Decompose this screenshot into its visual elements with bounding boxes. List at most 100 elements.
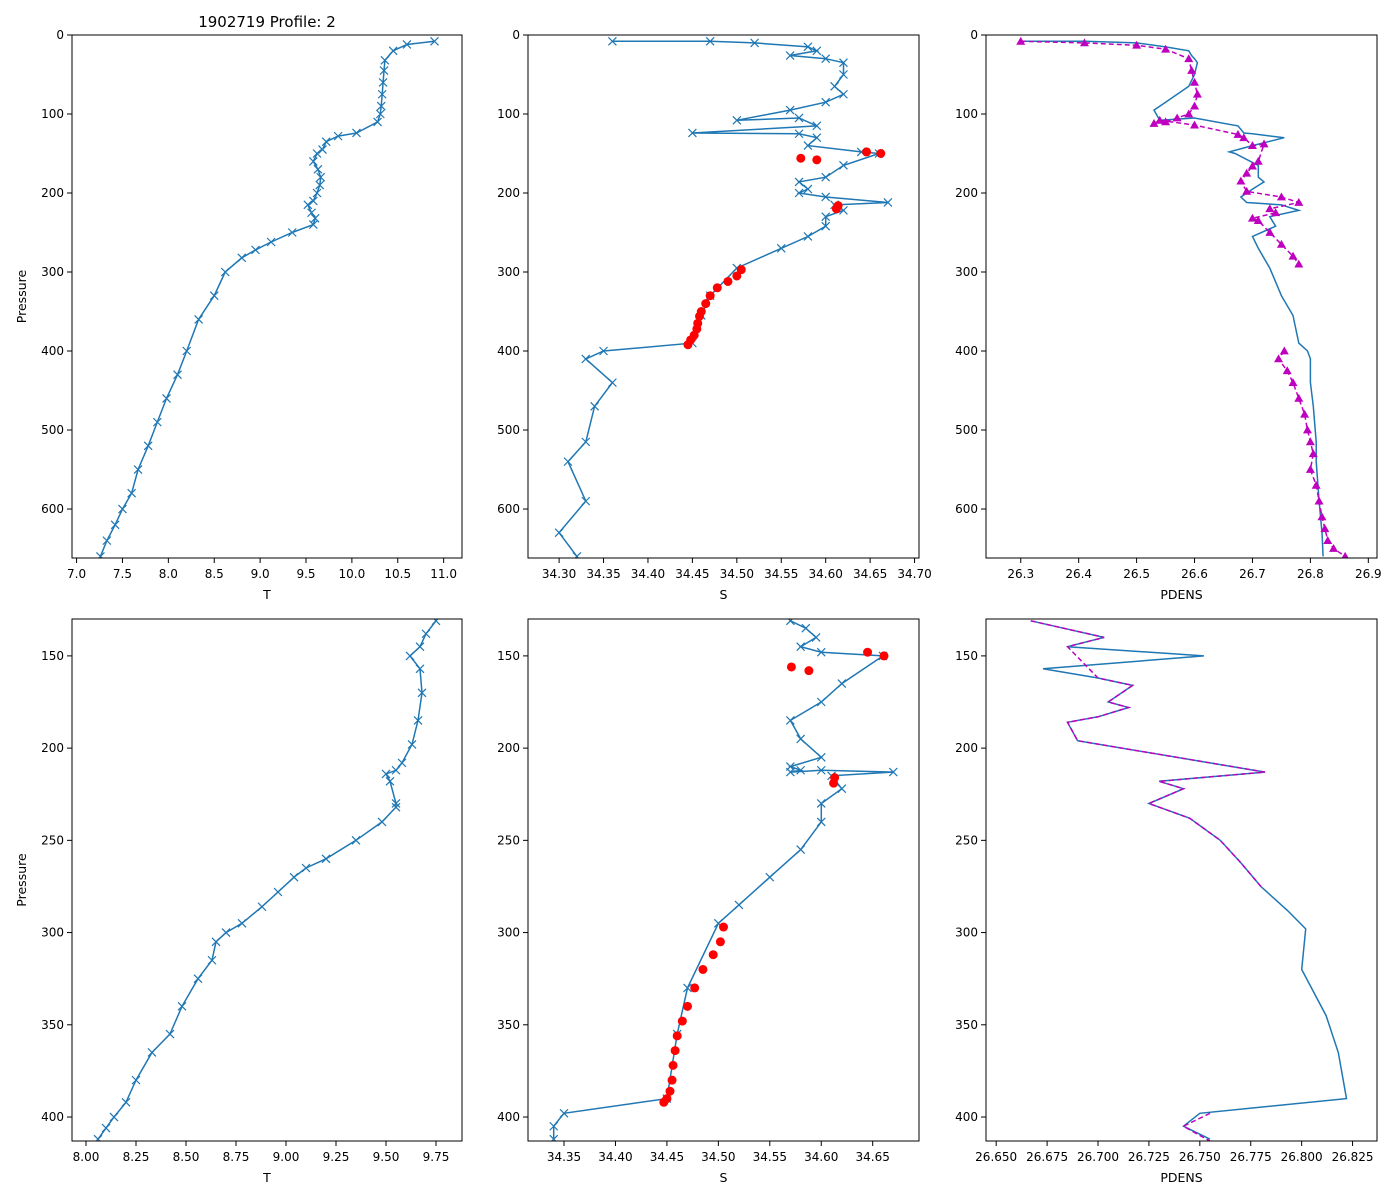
x-tick-label: 26.7 <box>1239 567 1266 581</box>
x-marker <box>143 441 153 451</box>
x-marker <box>133 465 143 474</box>
x-marker <box>289 872 299 882</box>
chart-title: 1902719 Profile: 2 <box>198 13 336 31</box>
flagged-point <box>659 1097 669 1107</box>
x-marker <box>266 237 276 247</box>
x-tick-label: 26.9 <box>1355 567 1382 581</box>
y-tick-label: 350 <box>41 1018 64 1032</box>
triangle-marker <box>1172 113 1182 122</box>
x-marker <box>563 457 573 467</box>
triangle-marker <box>1288 251 1298 260</box>
x-tick-label: 8.5 <box>205 567 224 581</box>
flagged-point <box>698 964 708 974</box>
x-marker <box>310 213 320 223</box>
triangle-marker <box>1190 101 1200 110</box>
x-marker <box>182 346 192 356</box>
x-marker <box>375 109 385 119</box>
x-marker <box>307 208 316 218</box>
flagged-point <box>723 276 733 286</box>
y-tick-label: 350 <box>955 1018 978 1032</box>
x-marker <box>287 228 297 237</box>
x-marker <box>839 160 848 170</box>
x-marker <box>794 129 804 139</box>
y-tick-label: 200 <box>497 741 520 755</box>
x-marker <box>765 872 775 882</box>
x-tick-label: 34.35 <box>547 1150 581 1164</box>
x-marker <box>837 679 847 688</box>
x-tick-label: 26.4 <box>1065 567 1092 581</box>
x-marker <box>303 200 313 210</box>
x-marker <box>109 1112 119 1122</box>
plot-area <box>96 36 439 558</box>
x-marker <box>430 36 439 46</box>
flagged-point <box>829 778 839 788</box>
x-marker <box>93 1134 103 1141</box>
flagged-point <box>786 662 796 672</box>
x-marker <box>211 937 221 947</box>
plot-area <box>549 619 898 1141</box>
x-marker <box>549 1134 559 1141</box>
flagged-point <box>668 1060 678 1070</box>
x-marker <box>177 1001 187 1011</box>
y-tick-label: 500 <box>41 423 64 437</box>
x-marker <box>581 354 591 364</box>
triangle-marker <box>1282 366 1292 375</box>
x-marker <box>812 133 822 143</box>
triangle-marker <box>1311 480 1321 489</box>
series-line <box>552 620 894 1140</box>
x-marker <box>312 188 322 198</box>
x-marker <box>794 177 804 187</box>
x-tick-label: 10.0 <box>339 567 366 581</box>
triangle-marker <box>1236 176 1246 185</box>
x-tick-label: 26.775 <box>1230 1150 1272 1164</box>
x-tick-label: 11.0 <box>430 567 457 581</box>
x-tick-label: 8.50 <box>173 1150 200 1164</box>
panel-bottom-PDENS: 26.650 26.675 26.700 26.725 26.750 26.775 26.8… <box>955 618 1378 1185</box>
x-marker <box>607 36 617 46</box>
triangle-marker <box>1016 36 1026 45</box>
x-marker <box>402 40 412 49</box>
x-marker <box>257 902 267 912</box>
x-marker <box>165 1029 175 1039</box>
flagged-point <box>736 265 746 275</box>
x-marker <box>883 198 893 207</box>
x-marker <box>811 633 821 642</box>
panel-top-PDENS: 26.3 26.4 26.5 26.6 26.7 26.8 26.9 0 100 200 300 40… <box>955 28 1382 602</box>
triangle-marker <box>1323 536 1333 544</box>
y-tick-label: 300 <box>955 926 978 940</box>
y-tick-label: 0 <box>970 28 978 42</box>
triangle-marker <box>1265 204 1275 213</box>
x-marker <box>385 776 395 786</box>
x-marker <box>378 77 388 87</box>
flagged-point <box>719 922 728 932</box>
series-line <box>1020 40 1302 265</box>
flagged-point <box>863 647 873 657</box>
x-tick-label: 9.5 <box>296 567 315 581</box>
triangle-marker <box>1247 213 1257 222</box>
flagged-point <box>705 291 715 301</box>
x-marker <box>431 619 441 626</box>
x-axis-label: PDENS <box>1160 1170 1202 1185</box>
axes-frame <box>71 34 463 559</box>
y-tick-label: 200 <box>41 741 64 755</box>
x-marker <box>816 752 826 762</box>
x-marker <box>421 629 431 639</box>
x-marker <box>559 1108 569 1118</box>
triangle-marker <box>1190 120 1200 129</box>
triangle-marker <box>1239 133 1249 142</box>
x-tick-label: 34.40 <box>631 567 665 581</box>
triangle-marker <box>1233 130 1243 138</box>
triangle-marker <box>1294 393 1304 402</box>
x-marker <box>816 697 826 707</box>
x-marker <box>839 58 848 68</box>
y-tick-label: 300 <box>497 926 520 940</box>
y-tick-label: 400 <box>955 1110 978 1124</box>
x-marker <box>313 164 323 174</box>
series-line <box>97 620 437 1140</box>
x-marker <box>391 765 401 775</box>
x-marker <box>110 520 120 530</box>
y-tick-label: 400 <box>955 344 978 358</box>
x-marker <box>207 955 217 965</box>
x-tick-label: 9.0 <box>251 567 270 581</box>
